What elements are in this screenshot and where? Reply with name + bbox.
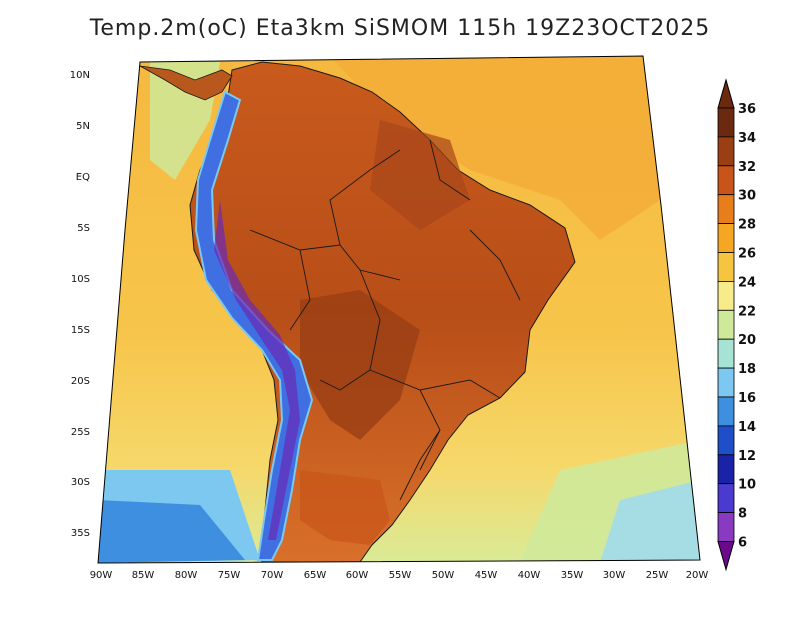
colorbar-label: 28 bbox=[738, 218, 756, 233]
lat-label: 10S bbox=[71, 274, 90, 285]
colorbar-label: 14 bbox=[738, 420, 756, 435]
colorbar-swatch bbox=[717, 194, 735, 224]
lat-label: 30S bbox=[71, 477, 90, 488]
colorbar-label: 16 bbox=[738, 391, 756, 406]
map-frame bbox=[97, 55, 701, 564]
colorbar-arrow-bottom bbox=[717, 541, 735, 572]
central-america-land bbox=[139, 65, 233, 101]
longitude-axis: 90W 85W 80W 75W 70W 65W 60W 55W 50W 45W … bbox=[90, 570, 709, 581]
lon-label: 25W bbox=[646, 570, 669, 581]
lon-label: 60W bbox=[346, 570, 369, 581]
colorbar: 36 34 32 30 28 26 24 22 20 18 16 14 12 10 8 6 bbox=[717, 78, 756, 572]
colorbar-label: 26 bbox=[738, 247, 756, 262]
lat-label: 5N bbox=[76, 121, 90, 132]
colorbar-swatch bbox=[717, 425, 735, 456]
warm-ocean-band bbox=[330, 56, 660, 240]
lon-label: 50W bbox=[432, 570, 455, 581]
colorbar-label: 8 bbox=[738, 507, 747, 522]
colorbar-label: 36 bbox=[738, 102, 756, 117]
colorbar-swatch bbox=[717, 165, 735, 196]
colorbar-swatch bbox=[717, 107, 735, 138]
lon-label: 20W bbox=[686, 570, 709, 581]
lon-label: 30W bbox=[603, 570, 626, 581]
map-domain bbox=[98, 56, 700, 563]
colorbar-label: 20 bbox=[738, 333, 756, 348]
country-borders bbox=[249, 139, 521, 501]
lon-label: 70W bbox=[261, 570, 284, 581]
colorbar-swatch bbox=[717, 252, 735, 282]
colder-pacific-south bbox=[98, 500, 245, 563]
colorbar-arrow-top bbox=[717, 78, 735, 109]
colorbar-swatch bbox=[717, 338, 735, 369]
lat-label: 10N bbox=[70, 70, 90, 81]
lat-label: 20S bbox=[71, 376, 90, 387]
hot-interior-region bbox=[300, 290, 420, 440]
lon-label: 80W bbox=[175, 570, 198, 581]
lon-label: 55W bbox=[389, 570, 412, 581]
map-title: Temp.2m(oC) Eta3km SiSMOM 115h 19Z23OCT2… bbox=[89, 16, 711, 41]
colorbar-swatch bbox=[717, 483, 735, 514]
colorbar-swatch bbox=[717, 396, 735, 427]
colorbar-swatch bbox=[717, 512, 735, 542]
lon-label: 45W bbox=[475, 570, 498, 581]
lat-label: 15S bbox=[71, 325, 90, 336]
lon-label: 65W bbox=[304, 570, 327, 581]
colorbar-swatch bbox=[717, 136, 735, 167]
colorbar-label: 18 bbox=[738, 362, 756, 377]
lat-label: 25S bbox=[71, 427, 90, 438]
lat-label: 5S bbox=[77, 223, 90, 234]
cold-atlantic-south bbox=[600, 480, 700, 562]
andes-peak-strip bbox=[214, 200, 300, 540]
colorbar-label: 6 bbox=[738, 536, 747, 551]
lon-label: 75W bbox=[218, 570, 241, 581]
colorbar-swatch bbox=[717, 280, 735, 311]
lon-label: 35W bbox=[561, 570, 584, 581]
lat-label: EQ bbox=[76, 172, 90, 183]
colorbar-label: 30 bbox=[738, 189, 756, 204]
colorbar-swatch bbox=[717, 367, 735, 398]
latitude-axis: 10N 5N EQ 5S 10S 15S 20S 25S 30S 35S bbox=[70, 70, 90, 539]
colorbar-label: 22 bbox=[738, 304, 756, 319]
colorbar-swatch bbox=[717, 454, 735, 485]
southern-cone-region bbox=[300, 470, 390, 545]
colorbar-swatch bbox=[717, 309, 735, 340]
colorbar-label: 24 bbox=[738, 275, 756, 290]
colorbar-label: 34 bbox=[738, 131, 756, 146]
lat-label: 35S bbox=[71, 528, 90, 539]
colorbar-swatch bbox=[717, 223, 735, 253]
lon-label: 40W bbox=[518, 570, 541, 581]
lon-label: 85W bbox=[132, 570, 155, 581]
colorbar-label: 10 bbox=[738, 478, 756, 493]
hot-north-region bbox=[370, 120, 470, 230]
lon-label: 90W bbox=[90, 570, 113, 581]
colorbar-label: 32 bbox=[738, 160, 756, 175]
colorbar-label: 12 bbox=[738, 449, 756, 464]
